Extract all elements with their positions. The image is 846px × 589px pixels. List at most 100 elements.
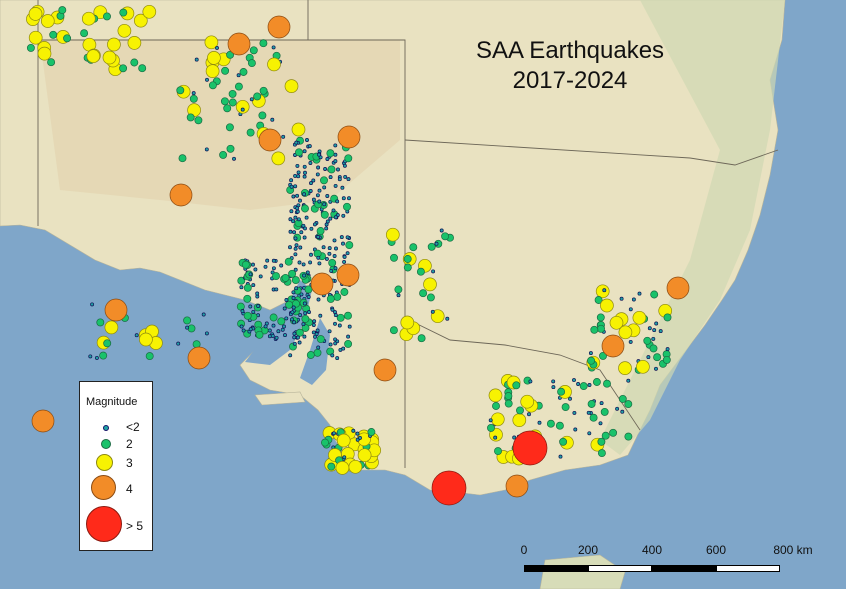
quake-marker-m2 (253, 92, 262, 101)
quake-marker-m2 (603, 379, 611, 388)
quake-marker-m2 (96, 318, 105, 327)
quake-marker-m1 (302, 149, 307, 154)
quake-marker-m3 (632, 310, 647, 325)
quake-marker-m1 (573, 427, 578, 432)
quake-marker-m1 (341, 213, 346, 218)
quake-marker-m1 (94, 355, 99, 360)
quake-marker-m1 (288, 229, 293, 234)
scale-segment-2 (588, 565, 652, 572)
quake-marker-m1 (341, 196, 346, 201)
quake-marker-m1 (619, 296, 624, 301)
quake-marker-m1 (328, 216, 333, 221)
earthquake-markers (26, 4, 690, 506)
quake-marker-m1 (239, 324, 244, 329)
quake-marker-m2 (228, 89, 237, 98)
quake-marker-m1 (280, 327, 285, 332)
quake-marker-m3 (512, 413, 527, 427)
legend-label-mag3: 3 (126, 456, 133, 470)
quake-marker-m2 (119, 64, 128, 73)
quake-marker-m2 (295, 148, 303, 157)
quake-marker-m1 (651, 336, 656, 341)
quake-marker-m2 (344, 311, 352, 320)
quake-marker-m2 (403, 263, 412, 272)
quake-marker-m3 (205, 64, 220, 78)
quake-marker-m3 (490, 412, 505, 427)
quake-marker-m2 (516, 406, 524, 415)
quake-marker-m4 (31, 409, 55, 433)
quake-marker-m1 (537, 420, 542, 425)
quake-marker-m2 (336, 313, 345, 322)
quake-marker-m1 (301, 262, 306, 267)
quake-marker-m2 (403, 255, 412, 263)
quake-marker-m2 (291, 276, 300, 285)
quake-marker-m1 (297, 260, 302, 265)
quake-marker-m1 (586, 410, 591, 415)
quake-marker-m2 (247, 59, 256, 68)
quake-marker-m4 (187, 346, 211, 370)
quake-marker-m1 (342, 259, 347, 264)
quake-marker-m1 (558, 454, 563, 459)
quake-marker-m5 (512, 430, 548, 466)
quake-marker-m2 (624, 400, 633, 409)
quake-marker-m1 (291, 194, 296, 199)
quake-marker-m1 (329, 268, 334, 273)
quake-marker-m3 (423, 277, 437, 292)
quake-marker-m2 (225, 123, 234, 132)
quake-marker-m2 (618, 394, 627, 403)
quake-marker-m1 (289, 209, 294, 214)
quake-marker-m1 (654, 366, 658, 371)
quake-marker-m1 (282, 306, 287, 311)
quake-marker-m1 (333, 266, 338, 271)
quake-marker-m1 (341, 241, 345, 246)
scale-segment-3 (652, 565, 716, 572)
quake-marker-m1 (551, 379, 556, 384)
quake-marker-m2 (316, 335, 325, 344)
quake-marker-m2 (426, 293, 435, 302)
quake-marker-m1 (358, 435, 362, 440)
quake-marker-m1 (317, 261, 322, 266)
quake-marker-m2 (80, 29, 89, 38)
quake-marker-m1 (527, 412, 531, 417)
quake-marker-m1 (309, 181, 313, 186)
quake-marker-m1 (271, 45, 276, 50)
quake-marker-m2 (596, 313, 605, 322)
quake-marker-m2 (281, 273, 290, 282)
quake-marker-m3 (28, 7, 43, 21)
quake-marker-m1 (288, 353, 293, 358)
legend-row-mag2: 2 (80, 435, 152, 455)
legend-row-mag5: > 5 (80, 505, 152, 542)
quake-marker-m2 (599, 351, 607, 360)
quake-marker-m3 (400, 315, 415, 330)
quake-marker-m1 (343, 174, 348, 179)
quake-marker-m2 (663, 313, 672, 322)
quake-marker-m1 (338, 347, 343, 352)
quake-marker-m1 (270, 333, 275, 338)
quake-marker-m1 (637, 291, 642, 296)
quake-marker-m1 (299, 230, 304, 235)
quake-marker-m2 (389, 326, 398, 335)
quake-marker-m1 (248, 327, 253, 332)
quake-marker-m1 (293, 173, 298, 178)
quake-marker-m3 (267, 57, 281, 72)
quake-marker-m2 (555, 421, 564, 430)
quake-marker-m1 (312, 222, 317, 227)
quake-marker-m2 (219, 150, 228, 159)
quake-marker-m1 (316, 297, 321, 302)
quake-marker-m1 (346, 177, 351, 182)
quake-marker-m2 (243, 294, 252, 303)
legend-row-mag3: 3 (80, 453, 152, 473)
quake-marker-m2 (239, 68, 248, 76)
quake-marker-m1 (294, 286, 299, 291)
quake-marker-m1 (345, 235, 350, 240)
quake-marker-m1 (291, 305, 296, 310)
quake-marker-m2 (320, 210, 329, 219)
quake-marker-m2 (306, 351, 315, 359)
quake-marker-m1 (291, 290, 296, 295)
quake-marker-m1 (332, 431, 336, 436)
legend-symbol-mag2 (101, 439, 111, 449)
quake-marker-m1 (204, 147, 209, 152)
quake-marker-m3 (139, 332, 153, 347)
quake-marker-m1 (253, 267, 258, 272)
quake-marker-m1 (439, 228, 444, 233)
legend-row-mag1: <2 (80, 418, 152, 438)
